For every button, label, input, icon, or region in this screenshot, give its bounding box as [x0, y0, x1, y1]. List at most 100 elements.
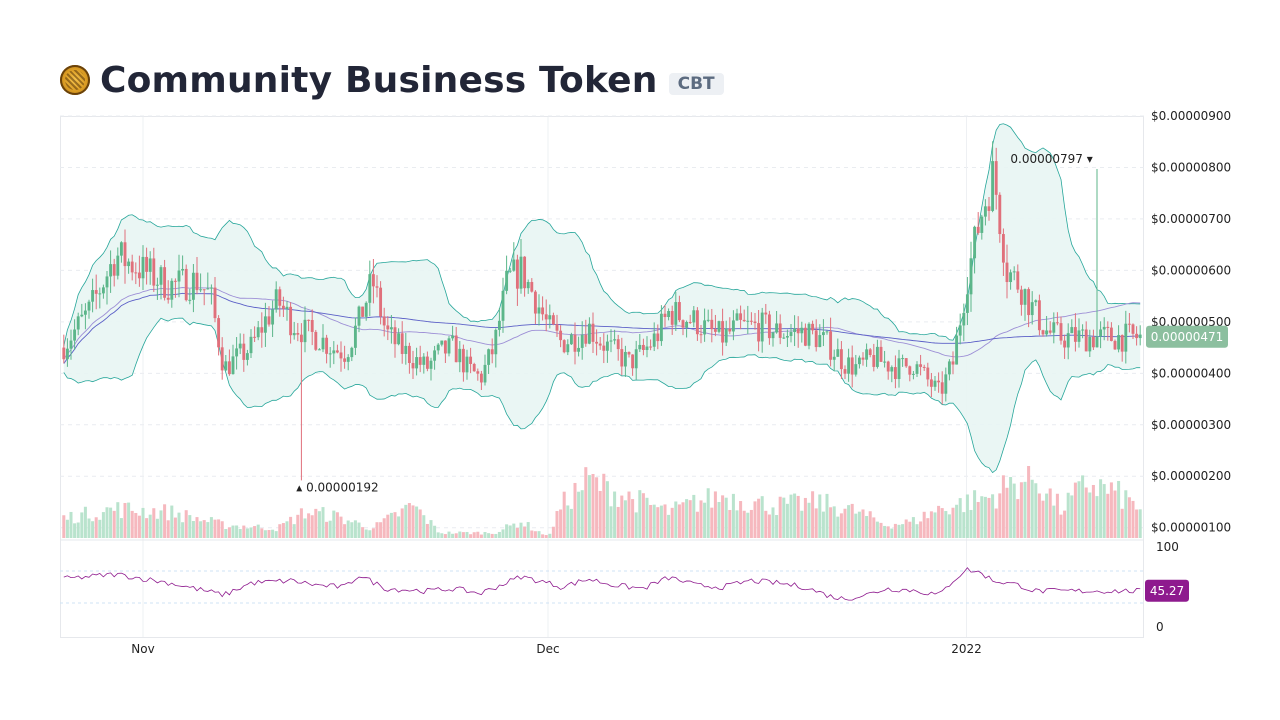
- candle-body: [638, 344, 642, 350]
- volume-bar: [674, 501, 678, 538]
- candle-body: [494, 329, 498, 355]
- rsi-axis-tick-label: 0: [1156, 620, 1164, 634]
- volume-bar: [508, 525, 512, 538]
- volume-bar: [785, 503, 789, 538]
- candle-body: [818, 335, 822, 348]
- volume-bar: [296, 514, 300, 538]
- volume-bar: [436, 532, 440, 538]
- volume-bar: [1034, 483, 1038, 538]
- volume-bar: [1095, 496, 1099, 538]
- volume-bar: [688, 500, 692, 538]
- candle-body: [1109, 327, 1113, 341]
- candle-body: [742, 319, 746, 322]
- candle-body: [1023, 289, 1027, 305]
- volume-bar: [890, 528, 894, 538]
- volume-bar: [667, 514, 671, 538]
- candle-body: [1001, 234, 1005, 263]
- candle-body: [994, 161, 998, 195]
- candle-body: [523, 256, 527, 289]
- candle-body: [483, 364, 487, 383]
- candle-body: [649, 346, 653, 348]
- volume-bar: [98, 519, 102, 538]
- volume-bar: [271, 529, 275, 538]
- volume-bar: [119, 518, 123, 538]
- moving-average-long-line: [63, 292, 1141, 364]
- candle-body: [119, 242, 123, 256]
- volume-bar: [105, 507, 109, 538]
- candle-body: [418, 357, 422, 365]
- volume-bar: [739, 501, 743, 538]
- volume-bar: [872, 517, 876, 538]
- candle-body: [922, 366, 926, 368]
- volume-bar: [685, 499, 689, 538]
- volume-bar: [879, 522, 883, 538]
- bollinger-band-fill: [63, 123, 1141, 473]
- candle-body: [199, 289, 203, 291]
- candle-body: [667, 311, 671, 318]
- volume-bar: [699, 500, 703, 538]
- volume-bar: [832, 506, 836, 538]
- price-axis-tick-label: $0.00000500: [1151, 315, 1231, 329]
- candle-body: [328, 353, 332, 355]
- volume-bar: [519, 522, 523, 538]
- volume-bar: [317, 511, 321, 538]
- candle-body: [785, 336, 789, 338]
- candle-body: [371, 274, 375, 287]
- volume-bar: [821, 511, 825, 538]
- volume-bar: [587, 475, 591, 538]
- candle-body: [307, 319, 311, 321]
- candle-body: [357, 306, 361, 326]
- candle-body: [195, 272, 199, 291]
- volume-bar: [163, 504, 167, 538]
- volume-bar: [598, 490, 602, 538]
- volume-bar: [1063, 510, 1067, 538]
- candle-body: [1041, 330, 1045, 335]
- candle-body: [584, 334, 588, 344]
- candle-body: [389, 327, 393, 330]
- candle-body: [1009, 272, 1013, 283]
- volume-bar: [1084, 487, 1088, 538]
- volume-bar: [371, 528, 375, 538]
- volume-bar: [764, 510, 768, 538]
- candle-body: [429, 360, 433, 369]
- candle-body: [447, 338, 451, 354]
- volume-bar: [1001, 475, 1005, 538]
- candle-body: [299, 334, 303, 343]
- volume-bar: [645, 497, 649, 538]
- candle-body: [177, 270, 181, 282]
- volume-bar: [361, 527, 365, 538]
- volume-bar: [670, 507, 674, 538]
- candle-body: [1059, 323, 1063, 341]
- volume-bar: [904, 519, 908, 538]
- volume-bar: [353, 520, 357, 538]
- volume-bar: [551, 526, 555, 538]
- candle-body: [508, 270, 512, 272]
- volume-bar: [127, 502, 131, 538]
- candle-body: [717, 321, 721, 332]
- candle-body: [184, 268, 188, 301]
- volume-bar: [692, 494, 696, 538]
- volume-bar: [818, 494, 822, 538]
- volume-bar: [91, 521, 95, 538]
- candle-body: [166, 297, 170, 300]
- candle-body: [350, 347, 354, 358]
- candle-body: [469, 356, 473, 364]
- volume-bar: [1041, 500, 1045, 538]
- candle-body: [278, 289, 282, 306]
- volume-bar: [130, 510, 134, 538]
- candle-body: [472, 363, 476, 372]
- volume-bar: [224, 528, 228, 538]
- candle-body: [562, 340, 566, 353]
- candle-body: [361, 306, 365, 317]
- volume-bar: [659, 505, 663, 538]
- candle-body: [317, 349, 321, 351]
- candle-body: [415, 357, 419, 369]
- candle-body: [958, 325, 962, 336]
- candle-body: [346, 357, 350, 362]
- candle-body: [703, 320, 707, 335]
- volume-bar: [609, 506, 613, 538]
- volume-bar: [803, 497, 807, 538]
- candle-body: [800, 327, 804, 334]
- candle-body: [1095, 336, 1099, 348]
